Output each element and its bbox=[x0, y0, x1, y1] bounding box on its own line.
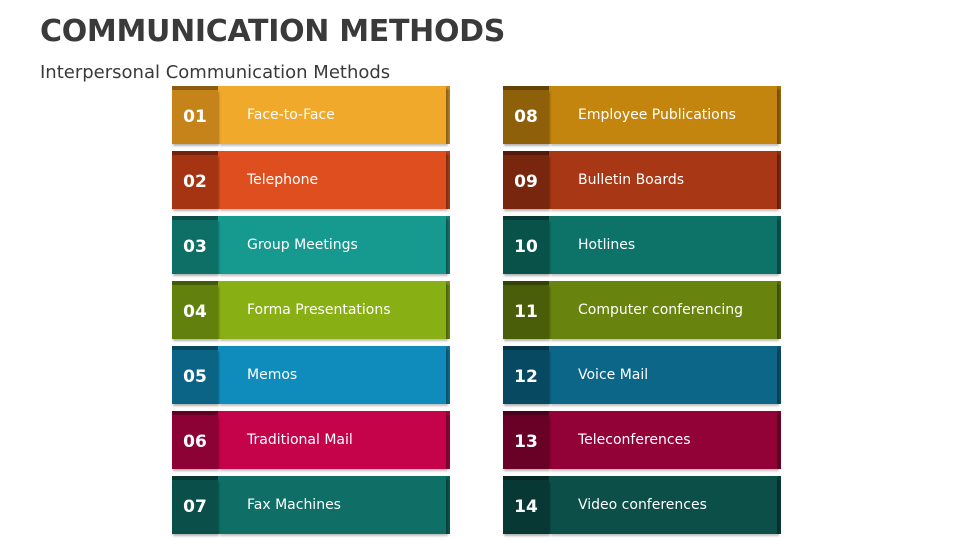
method-number: 14 bbox=[503, 480, 549, 534]
method-item: 11 Computer conferencing bbox=[503, 281, 781, 339]
methods-column-left: 01 Face-to-Face 02 Telephone 03 Group Meeting… bbox=[172, 86, 450, 541]
method-number: 11 bbox=[503, 285, 549, 339]
method-bar bbox=[218, 346, 446, 404]
method-number-top-edge bbox=[172, 86, 218, 90]
method-number: 01 bbox=[172, 90, 218, 144]
method-bar bbox=[218, 216, 446, 274]
method-bar bbox=[549, 281, 777, 339]
method-bar-side-edge bbox=[446, 285, 450, 339]
method-number-top-edge bbox=[503, 476, 549, 480]
method-bar-side-edge bbox=[446, 90, 450, 144]
method-label: Memos bbox=[247, 367, 298, 383]
method-number: 03 bbox=[172, 220, 218, 274]
method-number-top-edge bbox=[172, 346, 218, 350]
method-number: 09 bbox=[503, 155, 549, 209]
methods-column-right: 08 Employee Publications 09 Bulletin Boards… bbox=[503, 86, 781, 541]
method-number-top-edge bbox=[172, 281, 218, 285]
method-item: 10 Hotlines bbox=[503, 216, 781, 274]
method-label: Voice Mail bbox=[578, 367, 649, 383]
method-item: 14 Video conferences bbox=[503, 476, 781, 534]
method-item: 06 Traditional Mail bbox=[172, 411, 450, 469]
method-number-top-edge bbox=[172, 151, 218, 155]
method-label: Face-to-Face bbox=[247, 107, 335, 123]
method-label: Fax Machines bbox=[247, 497, 341, 513]
method-number-top-edge bbox=[172, 216, 218, 220]
method-number: 13 bbox=[503, 415, 549, 469]
method-bar bbox=[218, 411, 446, 469]
method-item: 05 Memos bbox=[172, 346, 450, 404]
method-number-top-edge bbox=[172, 411, 218, 415]
method-number-top-edge bbox=[503, 86, 549, 90]
method-bar-side-edge bbox=[446, 220, 450, 274]
method-bar bbox=[218, 86, 446, 144]
method-bar bbox=[218, 151, 446, 209]
method-bar-side-edge bbox=[777, 220, 781, 274]
method-item: 07 Fax Machines bbox=[172, 476, 450, 534]
method-item: 04 Forma Presentations bbox=[172, 281, 450, 339]
method-bar bbox=[549, 216, 777, 274]
method-number: 08 bbox=[503, 90, 549, 144]
method-number: 02 bbox=[172, 155, 218, 209]
method-bar-side-edge bbox=[777, 350, 781, 404]
method-number: 07 bbox=[172, 480, 218, 534]
method-bar bbox=[549, 86, 777, 144]
method-bar-side-edge bbox=[777, 285, 781, 339]
method-number: 06 bbox=[172, 415, 218, 469]
method-item: 08 Employee Publications bbox=[503, 86, 781, 144]
method-item: 12 Voice Mail bbox=[503, 346, 781, 404]
method-number: 04 bbox=[172, 285, 218, 339]
method-bar-side-edge bbox=[777, 90, 781, 144]
page-title: COMMUNICATION METHODS bbox=[40, 14, 506, 49]
method-item: 09 Bulletin Boards bbox=[503, 151, 781, 209]
method-bar bbox=[549, 151, 777, 209]
method-bar bbox=[549, 411, 777, 469]
method-number-top-edge bbox=[503, 151, 549, 155]
method-number-top-edge bbox=[503, 281, 549, 285]
method-item: 03 Group Meetings bbox=[172, 216, 450, 274]
method-label: Video conferences bbox=[578, 497, 707, 513]
method-bar-side-edge bbox=[777, 480, 781, 534]
page-subtitle: Interpersonal Communication Methods bbox=[40, 62, 391, 83]
method-bar bbox=[218, 281, 446, 339]
method-number-top-edge bbox=[503, 216, 549, 220]
method-item: 01 Face-to-Face bbox=[172, 86, 450, 144]
method-item: 02 Telephone bbox=[172, 151, 450, 209]
method-label: Bulletin Boards bbox=[578, 172, 685, 188]
method-number-top-edge bbox=[503, 346, 549, 350]
method-number: 05 bbox=[172, 350, 218, 404]
method-bar bbox=[549, 346, 777, 404]
method-label: Forma Presentations bbox=[247, 302, 391, 318]
method-label: Telephone bbox=[247, 172, 319, 188]
method-label: Teleconferences bbox=[578, 432, 691, 448]
method-number: 10 bbox=[503, 220, 549, 274]
method-item: 13 Teleconferences bbox=[503, 411, 781, 469]
method-bar-side-edge bbox=[777, 155, 781, 209]
method-number-top-edge bbox=[503, 411, 549, 415]
method-label: Hotlines bbox=[578, 237, 636, 253]
method-label: Computer conferencing bbox=[578, 302, 744, 318]
method-bar-side-edge bbox=[446, 155, 450, 209]
method-number-top-edge bbox=[172, 476, 218, 480]
method-bar-side-edge bbox=[777, 415, 781, 469]
method-label: Traditional Mail bbox=[247, 432, 353, 448]
method-bar-side-edge bbox=[446, 350, 450, 404]
method-bar bbox=[549, 476, 777, 534]
method-bar-side-edge bbox=[446, 480, 450, 534]
method-bar-side-edge bbox=[446, 415, 450, 469]
method-label: Group Meetings bbox=[247, 237, 358, 253]
method-label: Employee Publications bbox=[578, 107, 736, 123]
method-bar bbox=[218, 476, 446, 534]
method-number: 12 bbox=[503, 350, 549, 404]
